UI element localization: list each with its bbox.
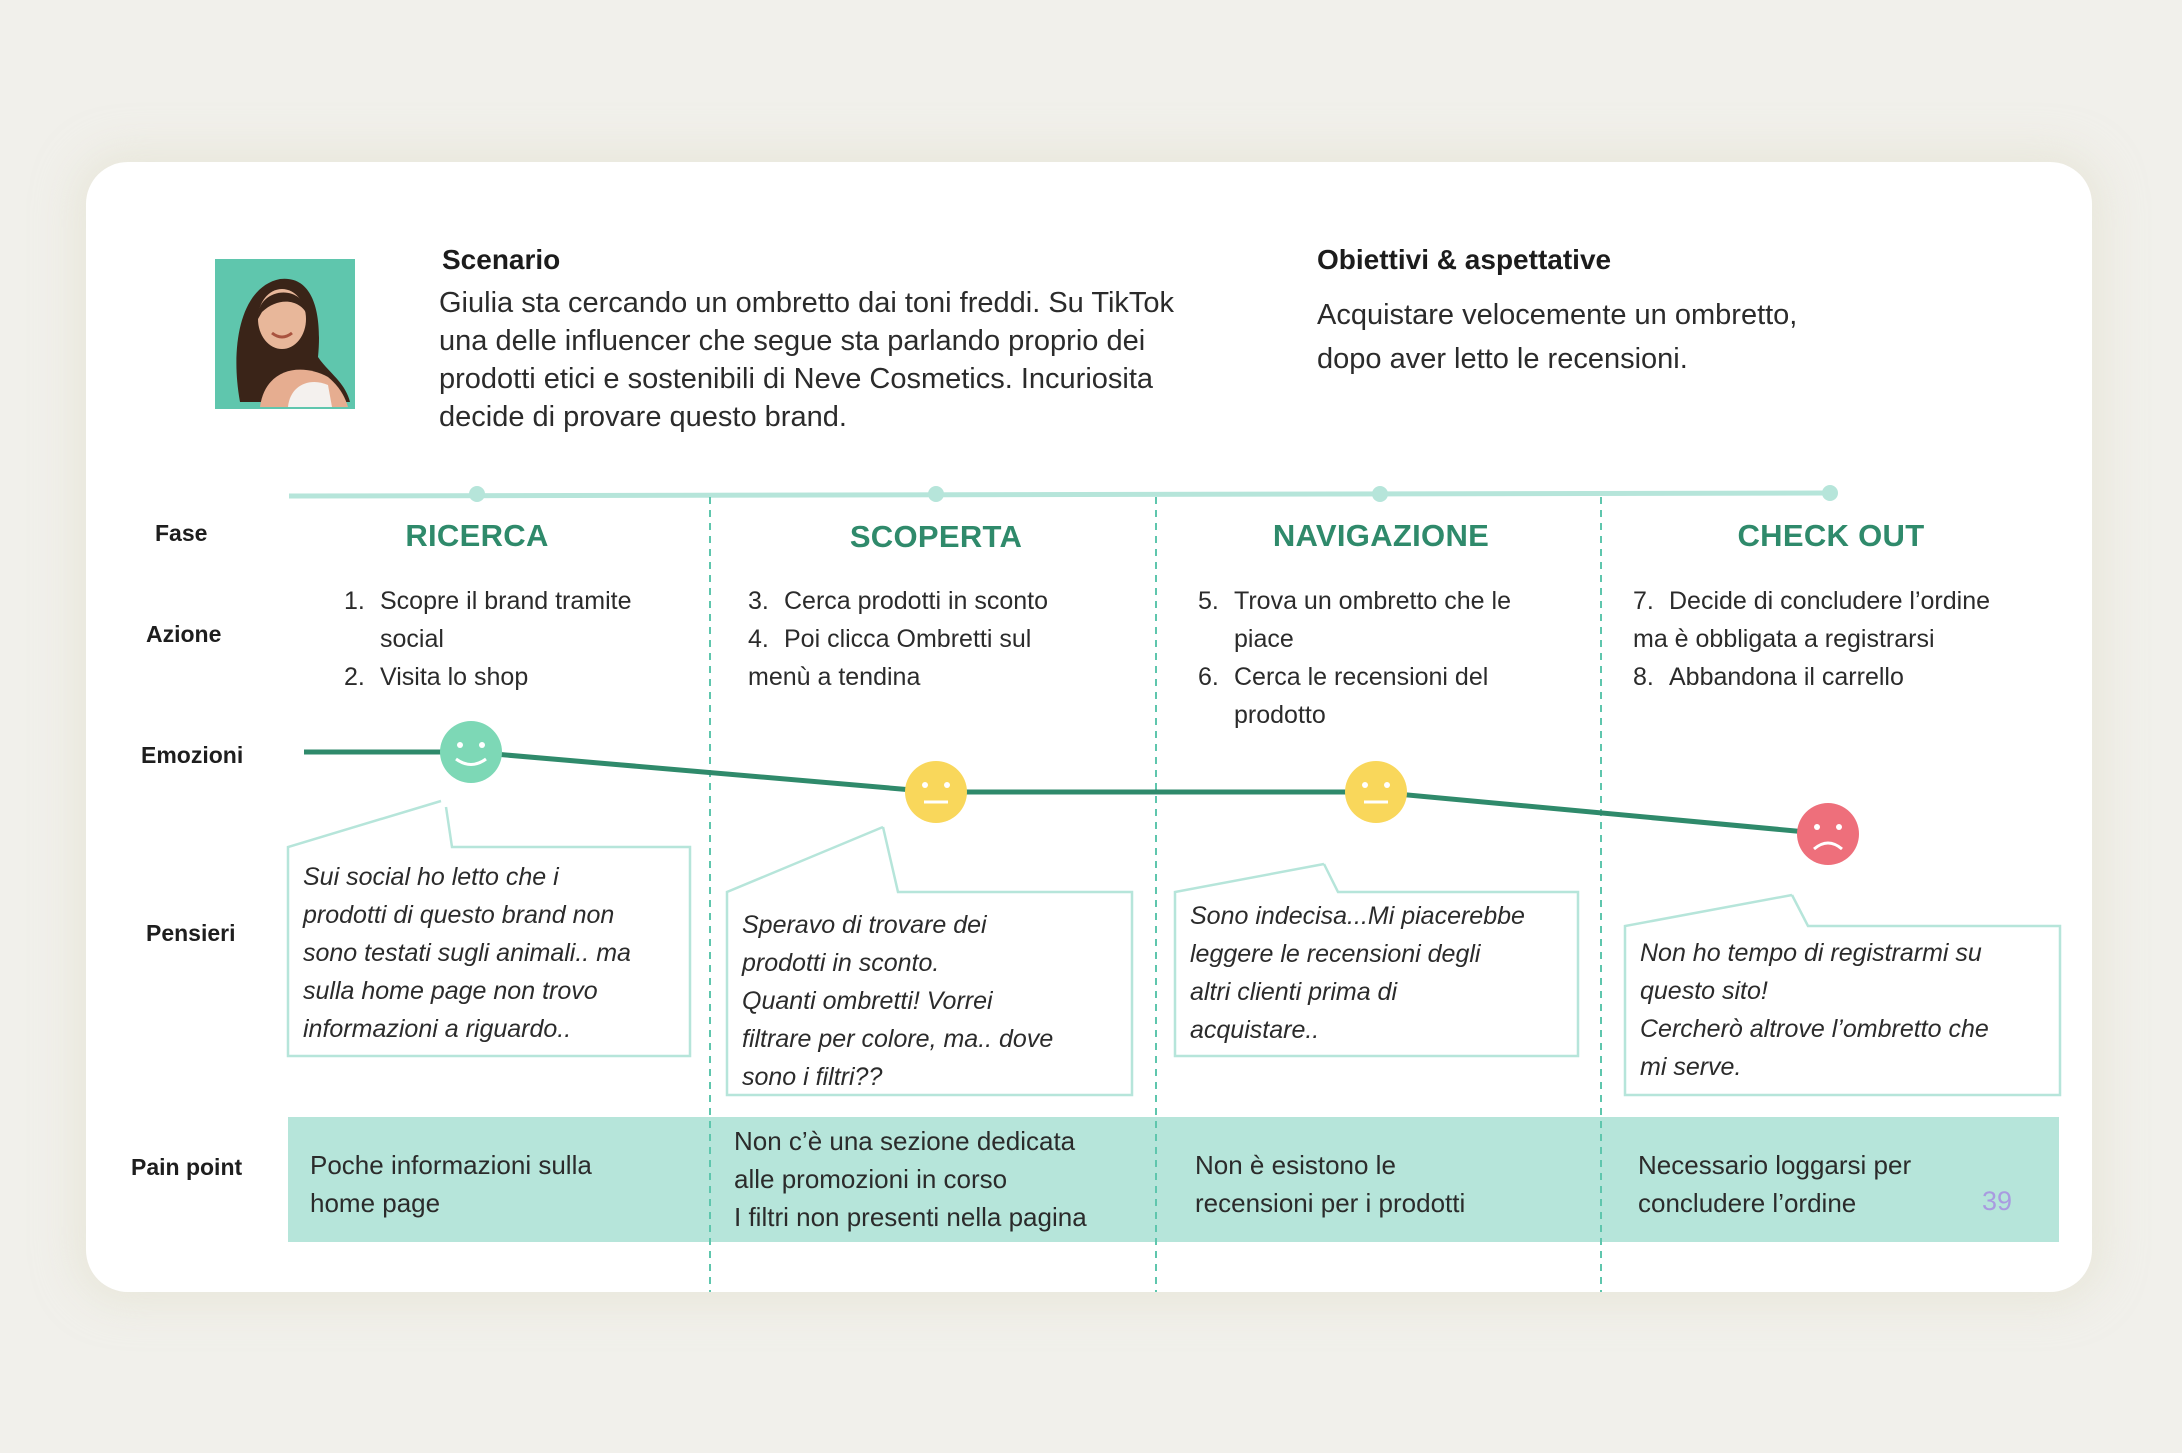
smiley-happy-icon: [440, 721, 502, 783]
speech-bubble: [1623, 893, 2062, 1097]
thought-ricerca: Sui social ho letto che i prodotti di qu…: [303, 863, 631, 1043]
pain-scoperta: Non c’è una sezione dedicata alle promoz…: [734, 1126, 1087, 1232]
thought-checkout: Non ho tempo di registrarmi su questo si…: [1640, 939, 1989, 1081]
row-label-pain: Pain point: [131, 1154, 243, 1180]
smiley-neutral-icon: [1345, 761, 1407, 823]
timeline-line: [288, 490, 1832, 499]
journey-graphics: [286, 485, 2062, 1292]
actions-navigazione: 5. Trova un ombretto che le piace 6. Cerca…: [1198, 587, 1511, 729]
speech-bubble: [725, 825, 1134, 1097]
goals-title: Obiettivi & aspettative: [1317, 244, 1612, 275]
journey-card: Scenario Giulia sta cercando un ombretto…: [86, 162, 2092, 1292]
pain-ricerca: Poche informazioni sulla home page: [310, 1150, 592, 1218]
phase-title-checkout: CHECK OUT: [1737, 518, 1925, 553]
scenario-title: Scenario: [442, 244, 561, 275]
goals-text: Acquistare velocemente un ombretto, dopo…: [1317, 299, 1798, 375]
phase-title-ricerca: RICERCA: [405, 518, 549, 553]
actions-checkout: 7. Decide di concludere l’ordine ma è obb…: [1633, 587, 1991, 691]
timeline-dot: [928, 486, 944, 502]
emotion-curve: [304, 749, 1829, 837]
page-number: 39: [1982, 1186, 2013, 1216]
row-label-action: Azione: [146, 621, 222, 647]
phase-title-navigazione: NAVIGAZIONE: [1272, 518, 1490, 553]
actions-ricerca: 1. Scopre il brand tramite social 2. Visit…: [344, 587, 632, 691]
pain-point-band: [288, 1117, 2059, 1242]
pain-checkout: Necessario loggarsi per concludere l’ord…: [1638, 1150, 1912, 1218]
smiley-neutral-icon: [905, 761, 967, 823]
phase-title-scoperta: SCOPERTA: [849, 519, 1023, 554]
thought-scoperta: Speravo di trovare dei prodotti in scont…: [742, 911, 1054, 1091]
pain-navigazione: Non è esistono le recensioni per i prodo…: [1195, 1150, 1466, 1218]
thought-navigazione: Sono indecisa...Mi piacerebbe leggere le…: [1190, 902, 1525, 1044]
smiley-sad-icon: [1797, 803, 1859, 865]
row-label-phase: Fase: [155, 520, 208, 546]
timeline-dot: [1372, 486, 1388, 502]
scenario-text: Giulia sta cercando un ombretto dai toni…: [439, 287, 1175, 433]
timeline-dot: [469, 486, 485, 502]
persona-photo: [210, 257, 355, 412]
timeline-dot: [1822, 485, 1838, 501]
speech-bubble: [1173, 862, 1580, 1058]
row-label-emotion: Emozioni: [141, 742, 244, 768]
actions-scoperta: 3. Cerca prodotti in sconto 4. Poi clicca …: [748, 587, 1049, 691]
speech-bubble: [286, 799, 692, 1058]
row-label-thoughts: Pensieri: [146, 920, 236, 946]
